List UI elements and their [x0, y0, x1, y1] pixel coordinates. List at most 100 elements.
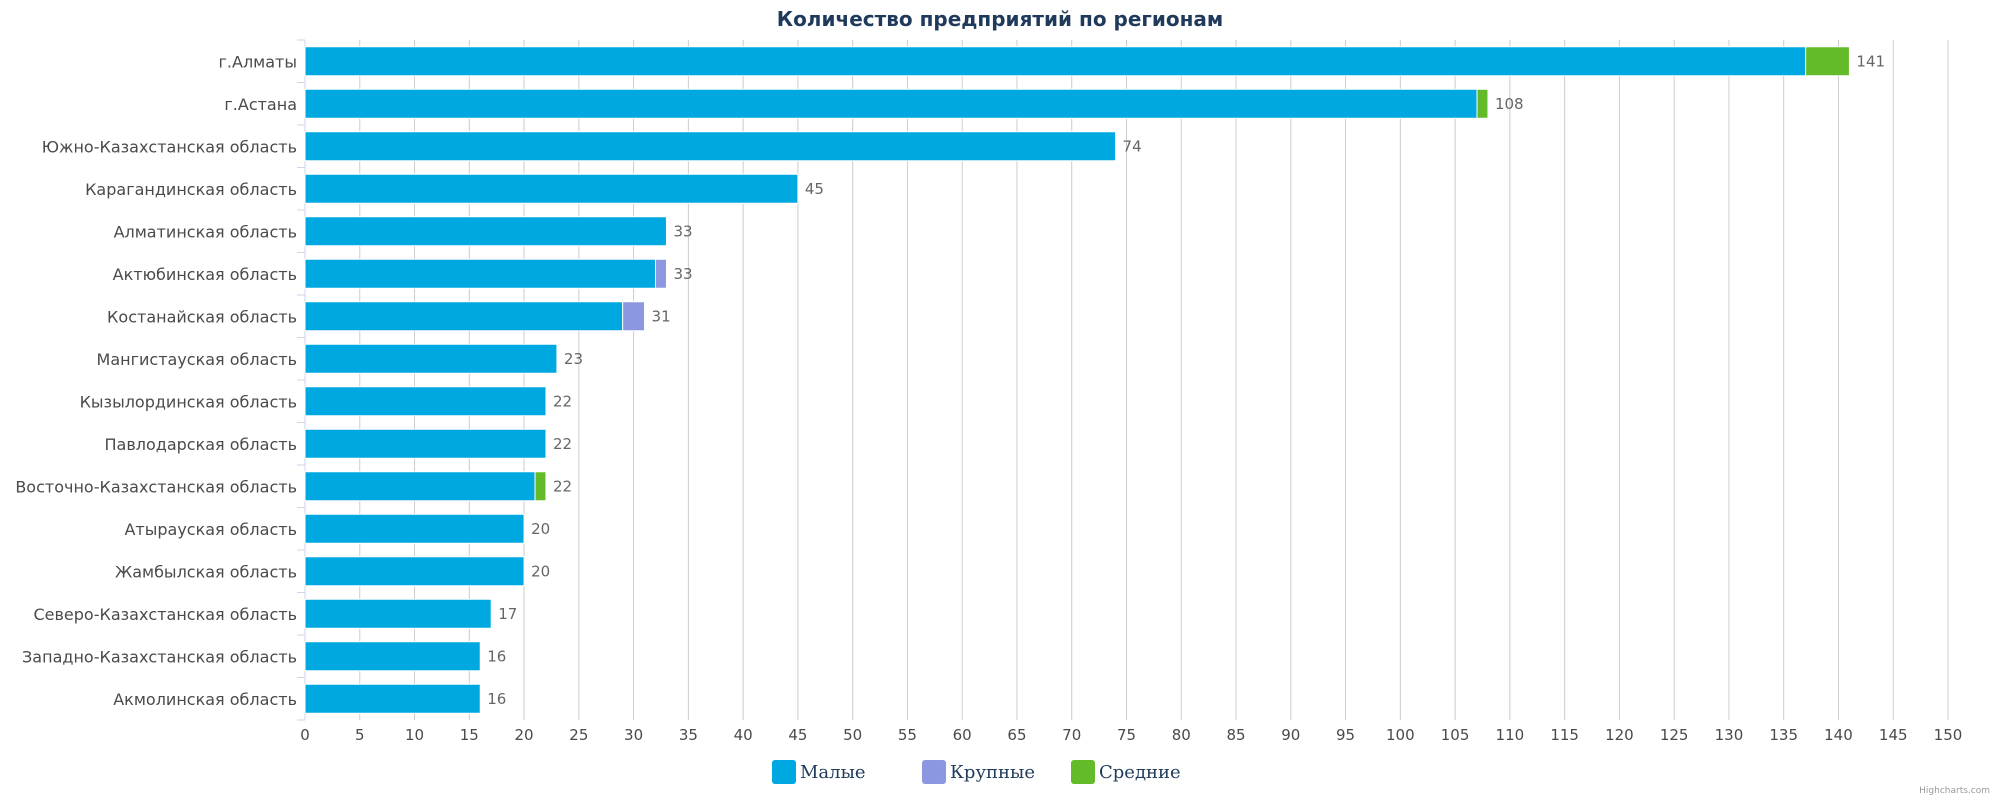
- x-tick-label: 50: [843, 726, 862, 744]
- category-label: Актюбинская область: [113, 265, 297, 284]
- legend-label: Крупные: [950, 762, 1035, 783]
- bar-total-label: 45: [805, 180, 824, 198]
- x-tick-label: 55: [898, 726, 917, 744]
- bar-small[interactable]: [304, 131, 1117, 162]
- x-tick-label: 115: [1550, 726, 1579, 744]
- bar-small[interactable]: [304, 428, 547, 459]
- x-tick-label: 125: [1660, 726, 1689, 744]
- category-label: Жамбылская область: [115, 562, 297, 581]
- legend-swatch: [922, 760, 946, 784]
- legend-item-small[interactable]: Малые: [772, 760, 866, 784]
- x-tick-label: 45: [788, 726, 807, 744]
- x-tick-label: 40: [734, 726, 753, 744]
- bar-total-label: 22: [553, 477, 572, 495]
- legend-label: Малые: [800, 762, 866, 783]
- category-label: Акмолинская область: [113, 690, 297, 709]
- bar-total-label: 20: [531, 562, 550, 580]
- x-tick-label: 85: [1226, 726, 1245, 744]
- category-label: Костанайская область: [107, 307, 297, 326]
- credits-text[interactable]: Highcharts.com: [1919, 786, 1990, 796]
- bar-small[interactable]: [304, 88, 1478, 119]
- bar-total-label: 22: [553, 392, 572, 410]
- category-label: Южно-Казахстанская область: [42, 137, 297, 156]
- bar-small[interactable]: [304, 683, 481, 714]
- x-tick-label: 100: [1386, 726, 1415, 744]
- bar-small[interactable]: [304, 641, 481, 672]
- bar-total-label: 23: [564, 350, 583, 368]
- legend-item-large[interactable]: Крупные: [922, 760, 1035, 784]
- bar-small[interactable]: [304, 556, 525, 587]
- x-tick-label: 120: [1605, 726, 1634, 744]
- legend-swatch: [1071, 760, 1095, 784]
- bar-total-label: 16: [487, 690, 506, 708]
- x-tick-label: 90: [1281, 726, 1300, 744]
- bar-total-label: 74: [1123, 137, 1142, 155]
- x-tick-label: 60: [953, 726, 972, 744]
- bars: [304, 46, 1850, 714]
- x-tick-label: 150: [1934, 726, 1963, 744]
- x-tick-label: 80: [1172, 726, 1191, 744]
- bar-total-label: 17: [498, 605, 517, 623]
- x-tick-label: 25: [569, 726, 588, 744]
- legend: Малые Крупные Средние: [772, 760, 1181, 784]
- legend-label: Средние: [1099, 762, 1181, 783]
- bar-small[interactable]: [304, 471, 536, 502]
- bar-medium[interactable]: [534, 471, 547, 502]
- category-label: Восточно-Казахстанская область: [15, 477, 297, 496]
- category-label: г.Астана: [224, 95, 297, 114]
- category-label: Кызылординская область: [80, 392, 297, 411]
- bar-total-label: 22: [553, 435, 572, 453]
- bar-small[interactable]: [304, 258, 657, 289]
- x-tick-label: 30: [624, 726, 643, 744]
- x-tick-label: 20: [515, 726, 534, 744]
- bar-small[interactable]: [304, 46, 1807, 77]
- x-tick-label: 75: [1117, 726, 1136, 744]
- bar-total-label: 33: [673, 222, 692, 240]
- chart-title: Количество предприятий по регионам: [777, 7, 1224, 31]
- category-label: Северо-Казахстанская область: [33, 605, 297, 624]
- bar-small[interactable]: [304, 386, 547, 417]
- category-labels: г.Алматы г.Астана Южно-Казахстанская облас…: [15, 52, 297, 709]
- category-label: г.Алматы: [219, 52, 298, 71]
- bar-small[interactable]: [304, 598, 492, 629]
- category-label: Алматинская область: [114, 222, 297, 241]
- x-tick-label: 10: [405, 726, 424, 744]
- x-tick-label: 130: [1715, 726, 1744, 744]
- bar-total-label: 141: [1856, 52, 1885, 70]
- x-tick-label: 65: [1007, 726, 1026, 744]
- x-tick-label: 5: [355, 726, 365, 744]
- x-tick-label: 35: [679, 726, 698, 744]
- category-label: Атырауская область: [124, 520, 297, 539]
- x-tick-label: 135: [1769, 726, 1798, 744]
- category-label: Павлодарская область: [104, 435, 297, 454]
- bar-total-label: 31: [652, 307, 671, 325]
- category-label: Западно-Казахстанская область: [22, 647, 297, 666]
- bar-large[interactable]: [622, 301, 646, 332]
- x-tick-label: 70: [1062, 726, 1081, 744]
- bar-small[interactable]: [304, 173, 799, 204]
- x-tick-label: 110: [1496, 726, 1525, 744]
- x-tick-label: 145: [1879, 726, 1908, 744]
- legend-swatch: [772, 760, 796, 784]
- bar-small[interactable]: [304, 513, 525, 544]
- bar-small[interactable]: [304, 216, 667, 247]
- legend-item-medium[interactable]: Средние: [1071, 760, 1181, 784]
- x-tick-label: 105: [1441, 726, 1470, 744]
- bar-total-label: 20: [531, 520, 550, 538]
- category-label: Карагандинская область: [85, 180, 297, 199]
- x-tick-label: 140: [1824, 726, 1853, 744]
- x-axis-tick-labels: 0 5 10 15 20 25 30 35 40 45 50 55 60 65 70 75 80 85 90 95 10…: [300, 726, 1962, 744]
- category-label: Мангистауская область: [97, 350, 297, 369]
- bar-small[interactable]: [304, 343, 558, 374]
- bar-total-label: 33: [673, 265, 692, 283]
- x-tick-label: 0: [300, 726, 310, 744]
- x-tick-label: 15: [460, 726, 479, 744]
- bar-total-label: 16: [487, 647, 506, 665]
- bar-small[interactable]: [304, 301, 624, 332]
- bar-medium[interactable]: [1805, 46, 1850, 77]
- bar-medium[interactable]: [1476, 88, 1489, 119]
- bar-large[interactable]: [655, 258, 667, 289]
- x-tick-label: 95: [1336, 726, 1355, 744]
- bar-total-label: 108: [1495, 95, 1524, 113]
